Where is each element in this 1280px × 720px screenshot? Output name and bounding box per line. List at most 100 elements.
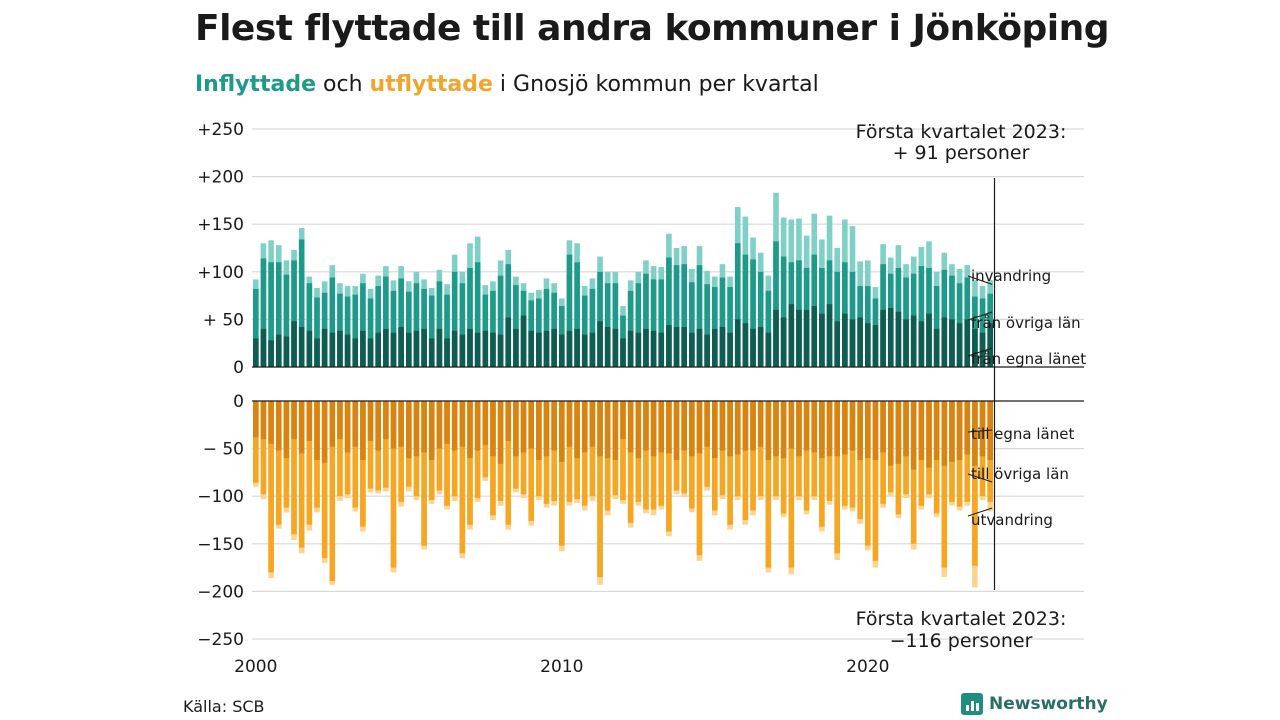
bar-fran-egna [887, 307, 894, 367]
utflyttade-bars [253, 401, 993, 588]
bar-fran-egna [291, 321, 297, 367]
bar-till-ovriga [627, 401, 634, 523]
y-tick-label: +200 [197, 168, 244, 188]
label-invandring: invandring [971, 267, 1051, 285]
bar-till-ovriga [849, 401, 856, 508]
bar-fran-egna [375, 332, 381, 367]
bar-fran-egna [306, 330, 313, 367]
bar-fran-egna [803, 309, 810, 367]
bar-till-egna [635, 401, 642, 459]
bar-fran-ovriga [834, 271, 840, 367]
bar-till-ovriga [329, 401, 336, 581]
bar-fran-egna [275, 334, 282, 367]
bar-fran-egna [482, 330, 489, 367]
bar-fran-egna [589, 332, 596, 367]
bar-till-ovriga [551, 401, 557, 501]
bar-till-egna [543, 401, 550, 457]
bar-fran-egna [367, 338, 374, 367]
annotation-bottom: −116 personer [890, 630, 1033, 652]
bar-fran-egna [842, 313, 848, 367]
bar-fran-egna [987, 323, 993, 367]
bar-till-egna [842, 401, 848, 455]
bar-till-ovriga [390, 401, 397, 568]
bar-fran-egna [650, 330, 657, 367]
bar-fran-ovriga [337, 293, 343, 367]
bar-fran-egna [712, 328, 718, 367]
bar-till-egna [689, 401, 695, 457]
bar-fran-ovriga [306, 283, 313, 367]
bar-till-egna [612, 401, 619, 461]
y-tick-label: −100 [197, 487, 244, 507]
bar-fran-egna [941, 317, 948, 367]
bar-till-egna [597, 401, 603, 457]
bar-till-egna [826, 401, 833, 457]
bar-fran-egna [750, 328, 756, 367]
bar-till-egna [666, 401, 672, 454]
bar-fran-egna [742, 323, 749, 367]
bar-till-egna [811, 401, 818, 453]
bar-fran-egna [513, 328, 519, 367]
bar-till-ovriga [620, 401, 626, 501]
bar-till-egna [658, 401, 665, 453]
bar-fran-egna [910, 315, 917, 367]
bar-fran-ovriga [513, 285, 519, 367]
newsworthy-logo[interactable]: Newsworthy [961, 693, 1108, 715]
bar-till-egna [467, 401, 473, 459]
bar-fran-ovriga [666, 257, 672, 367]
bar-fran-egna [566, 330, 573, 367]
y-tick-label: +250 [197, 120, 244, 140]
inflyttade-bars [253, 192, 993, 367]
bar-till-ovriga [444, 401, 450, 506]
bar-till-ovriga [765, 401, 772, 568]
bar-fran-egna [253, 338, 259, 367]
bar-fran-ovriga [612, 283, 619, 367]
leader-utvandring [967, 507, 993, 517]
brand-name: Newsworthy [989, 694, 1108, 714]
bar-till-egna [528, 401, 534, 449]
bar-fran-ovriga [352, 294, 359, 367]
bar-fran-ovriga [773, 241, 779, 367]
bar-till-ovriga [834, 401, 840, 554]
bar-till-ovriga [658, 401, 665, 506]
bar-till-egna [941, 401, 948, 466]
bar-fran-egna [536, 332, 542, 367]
bar-fran-egna [895, 311, 902, 367]
bar-fran-egna [765, 332, 772, 367]
bar-till-egna [796, 401, 802, 457]
bar-fran-egna [574, 328, 580, 367]
bar-fran-ovriga [375, 286, 381, 367]
label-till-ovriga: till övriga län [971, 465, 1069, 483]
bar-fran-egna [490, 332, 496, 367]
bar-till-ovriga [750, 401, 756, 511]
x-tick-label: 2000 [234, 657, 277, 677]
bar-till-egna [344, 401, 351, 453]
label-utvandring: utvandring [971, 511, 1053, 529]
bar-till-egna [559, 401, 565, 462]
annotation-bottom: Första kvartalet 2023: [856, 608, 1067, 630]
bar-fran-egna [780, 317, 787, 367]
bar-fran-egna [696, 328, 703, 367]
bar-fran-ovriga [765, 290, 772, 367]
bar-fran-egna [734, 319, 741, 367]
bar-fran-ovriga [918, 266, 925, 367]
bar-fran-ovriga [490, 290, 496, 367]
bar-till-egna [474, 401, 481, 451]
leader-invandring [967, 275, 993, 285]
bar-till-egna [375, 401, 381, 451]
bar-fran-egna [413, 330, 420, 367]
bar-till-ovriga [398, 401, 404, 502]
bar-fran-egna [704, 334, 710, 367]
bar-fran-ovriga [689, 282, 695, 367]
bar-till-egna [903, 401, 909, 457]
bar-till-ovriga [253, 401, 259, 483]
bar-till-egna [704, 401, 710, 447]
bar-fran-egna [880, 309, 886, 367]
leader-fran-egna [967, 347, 993, 357]
bar-fran-egna [635, 332, 642, 367]
bar-fran-ovriga [658, 279, 665, 367]
bar-fran-ovriga [673, 265, 680, 367]
bar-till-egna [727, 401, 733, 457]
y-tick-label: − 50 [203, 440, 244, 460]
bar-till-ovriga [321, 401, 328, 559]
bar-fran-egna [459, 334, 466, 367]
